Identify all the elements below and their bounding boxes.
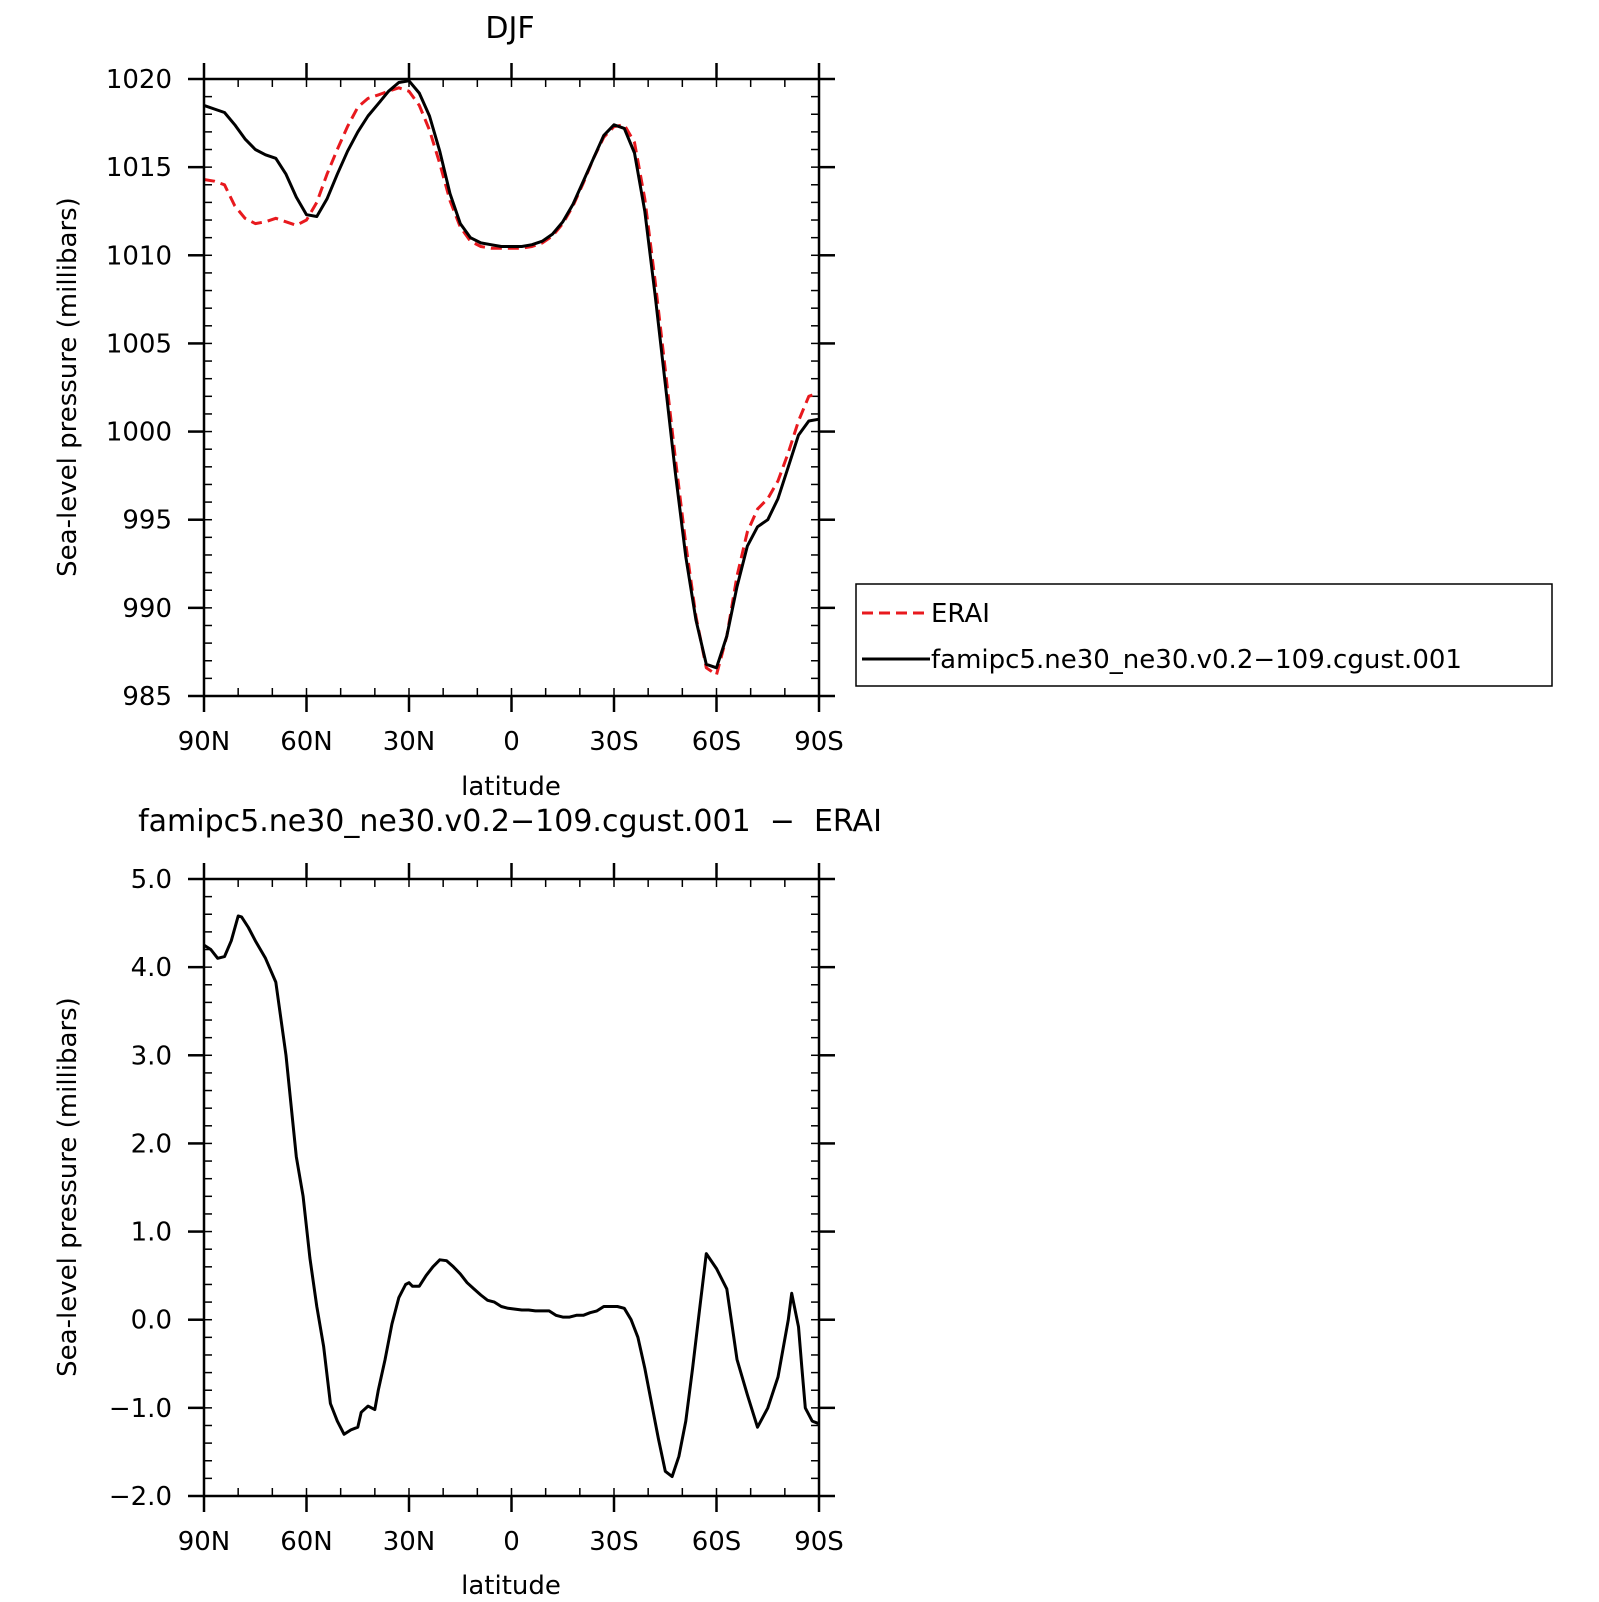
y-tick-label: 1005 <box>106 329 172 359</box>
x-tick-label: 60S <box>692 727 742 757</box>
x-tick-label: 60N <box>280 1527 333 1557</box>
x-tick-label: 90S <box>794 727 844 757</box>
legend-box <box>855 583 1553 687</box>
legend-label-erai: ERAI <box>931 599 990 629</box>
x-tick-label: 30S <box>589 727 639 757</box>
y-tick-label: 0.0 <box>131 1306 172 1336</box>
model-series-line-panel0 <box>203 79 820 670</box>
x-tick-label: 90S <box>794 1527 844 1557</box>
top-chart-ylabel: Sea-level pressure (millibars) <box>53 197 83 577</box>
y-tick-label: 4.0 <box>131 953 172 983</box>
bottom-chart-ylabel: Sea-level pressure (millibars) <box>53 997 83 1377</box>
bottom-chart: famipc5.ne30_ne30.v0.2−109.cgust.001 − E… <box>53 804 882 1601</box>
bottom-chart-series <box>203 914 820 1479</box>
x-tick-label: 30N <box>383 727 436 757</box>
legend-label-model: famipc5.ne30_ne30.v0.2−109.cgust.001 <box>931 645 1462 675</box>
x-tick-label: 90N <box>178 727 231 757</box>
top-chart-xlabel: latitude <box>461 772 561 802</box>
y-tick-label: 1020 <box>106 65 172 95</box>
x-tick-label: 0 <box>503 1527 520 1557</box>
top-chart-ticks <box>188 63 835 712</box>
bottom-chart-xlabel: latitude <box>461 1571 561 1601</box>
y-tick-label: 990 <box>122 594 172 624</box>
y-tick-label: 1000 <box>106 418 172 448</box>
x-tick-label: 30S <box>589 1527 639 1557</box>
x-tick-label: 30N <box>383 1527 436 1557</box>
y-tick-label: 1015 <box>106 153 172 183</box>
top-chart-series <box>203 79 820 677</box>
y-tick-label: 2.0 <box>131 1129 172 1159</box>
y-tick-label: 985 <box>122 682 172 712</box>
y-tick-label: 1.0 <box>131 1218 172 1248</box>
erai-series-line-panel0 <box>203 86 820 677</box>
y-tick-label: 995 <box>122 506 172 536</box>
y-tick-label: 3.0 <box>131 1041 172 1071</box>
bottom-chart-ticks <box>188 863 835 1512</box>
top-chart-tick-labels: 90N 60N 30N 0 30S 60S 90S 1020 1015 1010 1005 1000 9… <box>106 65 844 757</box>
model-series-line-panel1 <box>203 914 820 1479</box>
bottom-chart-frame <box>202 877 821 1498</box>
x-tick-label: 60N <box>280 727 333 757</box>
legend: ERAI famipc5.ne30_ne30.v0.2−109.cgust.00… <box>855 583 1553 687</box>
x-tick-label: 90N <box>178 1527 231 1557</box>
y-tick-label: 5.0 <box>131 865 172 895</box>
x-tick-label: 0 <box>503 727 520 757</box>
x-tick-label: 60S <box>692 1527 742 1557</box>
top-chart: DJF 90N 60N 30N 0 30S 60S 90S 1020 1015 1010 1005 1… <box>53 11 1553 802</box>
y-tick-label: −2.0 <box>109 1482 172 1512</box>
top-chart-frame <box>202 77 821 698</box>
bottom-chart-tick-labels: 90N 60N 30N 0 30S 60S 90S 5.0 4.0 3.0 2.0 1.0 0.0 −1.… <box>109 865 844 1557</box>
bottom-chart-title: famipc5.ne30_ne30.v0.2−109.cgust.001 − E… <box>138 804 882 839</box>
top-chart-title: DJF <box>485 11 534 46</box>
y-tick-label: −1.0 <box>109 1394 172 1424</box>
y-tick-label: 1010 <box>106 241 172 271</box>
